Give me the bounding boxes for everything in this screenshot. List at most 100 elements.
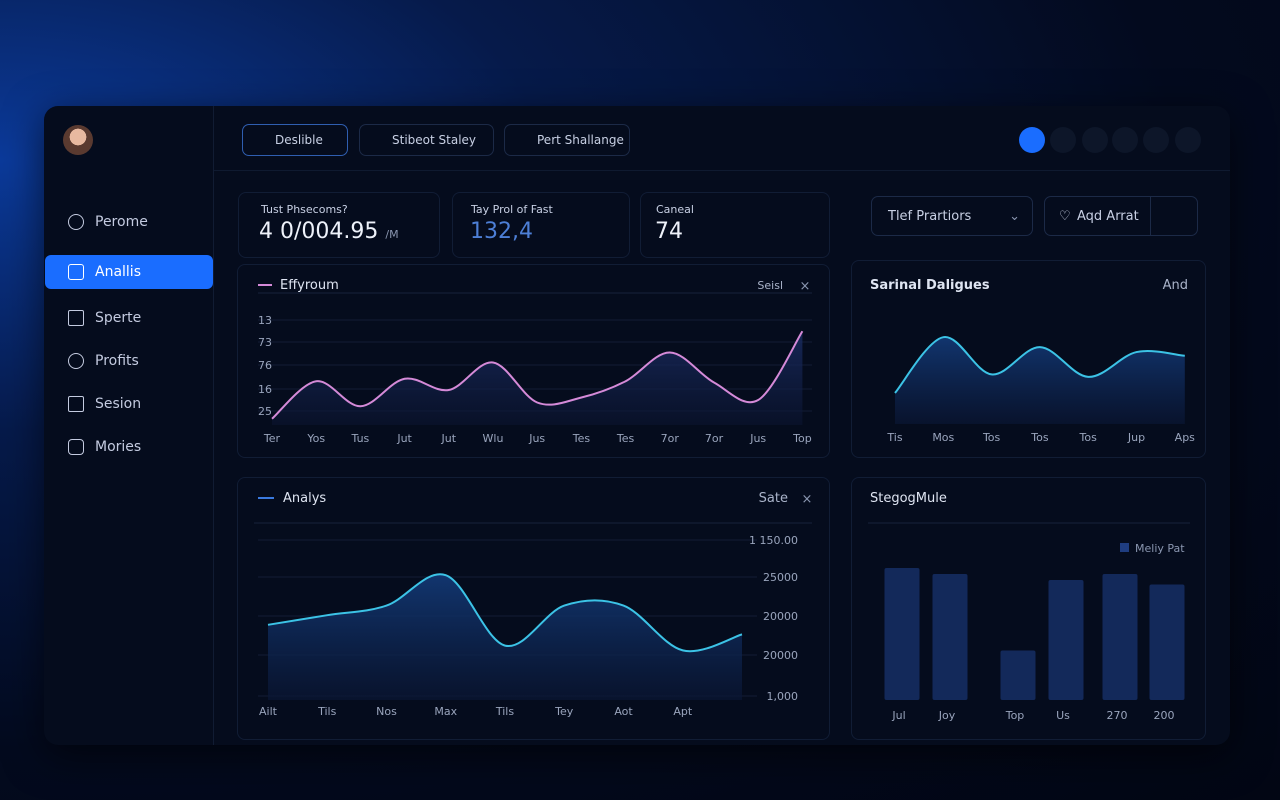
stat-value: 4 0/004.95 (259, 219, 379, 244)
stat-card: Tay Prol of Fast 132,4 (452, 192, 630, 258)
dropdown-label: Tlef Prartiors (888, 208, 972, 224)
y-tick-label: 25 (258, 405, 272, 418)
nav-item[interactable]: Sesion (45, 387, 213, 421)
x-tick-label: Jus (528, 432, 545, 445)
stat-unit: /M (385, 228, 399, 241)
x-tick-label: Top (792, 432, 812, 445)
stat-label: Caneal (656, 203, 694, 216)
x-tick-label: 7or (661, 432, 680, 445)
x-tick-label: Top (1005, 709, 1025, 722)
button-label: Deslible (275, 133, 323, 147)
chart-title: StegogMule (870, 491, 947, 506)
button-label: Stibeot Staley (392, 133, 477, 147)
chart-title: Effyroum (280, 278, 339, 293)
x-tick-label: Joy (938, 709, 956, 722)
y-tick-label: 25000 (763, 571, 798, 584)
x-tick-label: Wlu (483, 432, 504, 445)
nav-item[interactable]: Perome (45, 205, 213, 239)
x-tick-label: Nos (376, 705, 397, 718)
icon-button[interactable] (1143, 127, 1169, 153)
toolbar-button[interactable]: Pert Shallange (504, 124, 630, 156)
chart-action: Sate (759, 491, 788, 506)
x-tick-label: Aot (614, 705, 633, 718)
bar (932, 574, 968, 700)
chart-title: Analys (283, 491, 326, 506)
x-tick-label: Tils (317, 705, 336, 718)
icon-button[interactable] (1050, 127, 1076, 153)
x-tick-label: Ter (263, 432, 281, 445)
divider (214, 170, 1230, 171)
chart-card (237, 264, 830, 458)
close-icon: × (800, 279, 811, 294)
x-tick-label: Apt (673, 705, 693, 718)
bar (1102, 574, 1138, 700)
nav-label: Profits (95, 353, 139, 369)
x-tick-label: Jup (1127, 431, 1145, 444)
x-tick-label: Jul (891, 709, 905, 722)
line (267, 573, 743, 653)
icon-button[interactable] (1175, 127, 1201, 153)
chart-action: And (1163, 278, 1188, 293)
bar (884, 568, 920, 700)
toolbar-button[interactable]: Deslible (242, 124, 348, 156)
nav-item[interactable]: Anallis (45, 255, 213, 289)
chart-title: Sarinal Daligues (870, 278, 990, 293)
x-tick-label: Tey (554, 705, 574, 718)
stat-card: Tust Phsecoms? 4 0/004.95 /M (238, 192, 440, 258)
x-tick-label: 7or (705, 432, 724, 445)
nav-label: Anallis (95, 264, 141, 280)
nav-label: Perome (95, 214, 148, 230)
button-label: Aqd Arrat (1077, 208, 1139, 224)
avatar[interactable] (63, 125, 93, 155)
chart-action: Seisl (757, 279, 783, 292)
close-icon: × (802, 492, 813, 507)
x-tick-label: Tos (982, 431, 1001, 444)
y-tick-label: 76 (258, 359, 272, 372)
y-tick-label: 1 150.00 (749, 534, 798, 547)
x-tick-label: Mos (932, 431, 954, 444)
x-tick-label: Tes (616, 432, 635, 445)
stat-label: Tay Prol of Fast (471, 203, 553, 216)
bar (1048, 580, 1084, 700)
y-tick-label: 16 (258, 383, 272, 396)
x-tick-label: Aps (1175, 431, 1196, 444)
chart-card (237, 477, 830, 740)
x-tick-label: 200 (1154, 709, 1175, 722)
nav-item[interactable]: Profits (45, 344, 213, 378)
area (272, 331, 803, 425)
x-tick-label: 270 (1107, 709, 1128, 722)
chart-card (851, 260, 1206, 458)
stat-card: Caneal 74 (640, 192, 830, 258)
x-tick-label: Tils (495, 705, 514, 718)
line (271, 330, 804, 420)
sidebar (44, 106, 214, 745)
icon-button[interactable] (1082, 127, 1108, 153)
icon-button[interactable] (1019, 127, 1045, 153)
icon-button[interactable] (1112, 127, 1138, 153)
x-tick-label: Tus (351, 432, 370, 445)
nav-item[interactable]: Sperte (45, 301, 213, 335)
dropdown[interactable]: Tlef Prartiors ⌄ (871, 196, 1033, 236)
x-tick-label: Ailt (259, 705, 278, 718)
stat-label: Tust Phsecoms? (261, 203, 348, 216)
y-tick-label: 13 (258, 314, 272, 327)
line (894, 336, 1185, 394)
stat-value: 74 (655, 219, 683, 244)
x-tick-label: Tis (886, 431, 902, 444)
add-button[interactable]: ♡ Aqd Arrat (1044, 196, 1198, 236)
y-tick-label: 1,000 (767, 690, 799, 703)
y-tick-label: 20000 (763, 649, 798, 662)
stat-value: 132,4 (470, 219, 533, 244)
x-tick-label: Us (1056, 709, 1070, 722)
nav-item[interactable]: Mories (45, 430, 213, 464)
nav-label: Sperte (95, 310, 142, 326)
toolbar-button[interactable]: Stibeot Staley (359, 124, 494, 156)
y-tick-label: 20000 (763, 610, 798, 623)
legend-label: Meliy Pat (1135, 542, 1185, 555)
bar (1000, 650, 1036, 700)
x-tick-label: Jus (749, 432, 766, 445)
legend-swatch (1120, 543, 1129, 552)
x-tick-label: Tes (572, 432, 591, 445)
